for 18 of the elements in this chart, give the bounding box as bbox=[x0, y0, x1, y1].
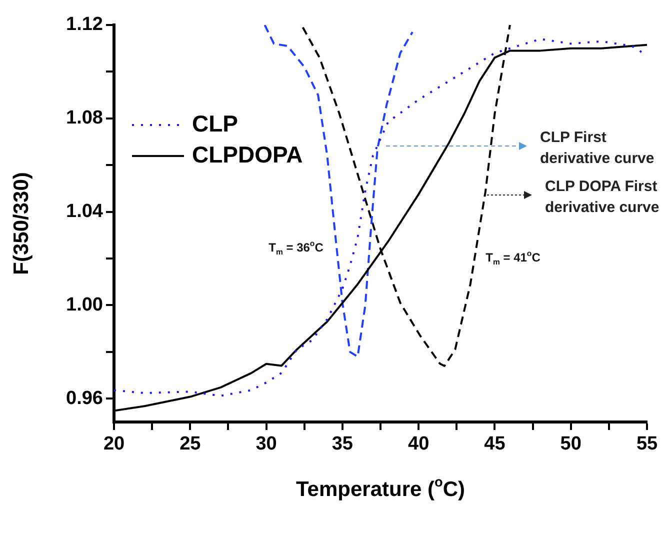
y-axis-title: F(350/330) bbox=[10, 172, 33, 275]
y-tick-label: 1.08 bbox=[66, 108, 103, 129]
x-tick-label: 50 bbox=[560, 434, 582, 455]
annotation: CLP First derivative curve bbox=[540, 129, 654, 168]
y-tick-label: 1.00 bbox=[66, 294, 103, 316]
y-tick-label: 1.04 bbox=[66, 201, 104, 222]
y-tick-label: 0.96 bbox=[66, 388, 103, 409]
legend-label: CLPDOPA bbox=[192, 141, 303, 168]
x-tick-label: 45 bbox=[484, 434, 506, 455]
legend-label: CLP bbox=[192, 110, 238, 136]
x-tick-label: 40 bbox=[408, 434, 430, 455]
x-tick-label: 30 bbox=[256, 434, 277, 455]
x-tick-label: 20 bbox=[103, 434, 125, 455]
x-tick-label: 55 bbox=[636, 434, 658, 455]
x-tick-label: 25 bbox=[180, 434, 202, 455]
y-tick-label: 1.12 bbox=[66, 14, 103, 36]
x-tick-label: 35 bbox=[332, 434, 354, 455]
annotation: CLP DOPA First derivative curve bbox=[545, 178, 660, 216]
